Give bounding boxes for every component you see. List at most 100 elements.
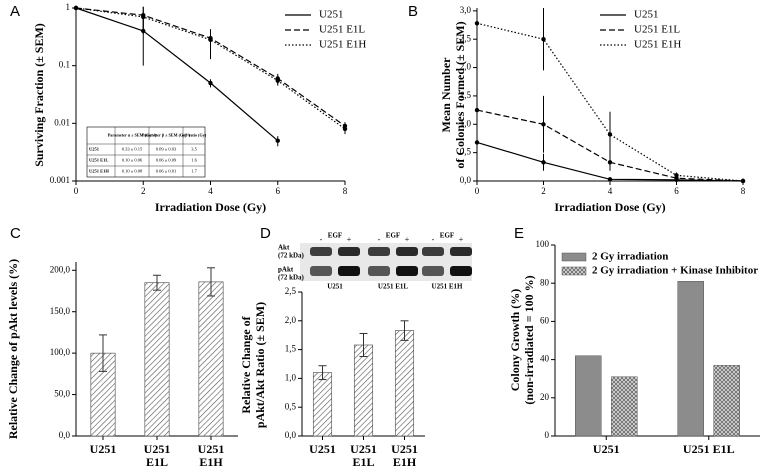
panel-label: E	[514, 225, 524, 242]
band	[338, 247, 360, 256]
band	[396, 266, 418, 276]
y-axis-label: Relative Change of	[239, 315, 253, 413]
data-point	[740, 178, 746, 184]
y-tick-label: 0.001	[50, 175, 70, 185]
panel-label: C	[10, 225, 21, 242]
y-tick-label: 100,0	[50, 347, 71, 357]
bar	[312, 372, 333, 437]
data-point	[607, 160, 613, 165]
y-tick-label: 1,5	[460, 90, 472, 100]
table-cell: U251 E1H	[89, 169, 109, 174]
bar	[611, 376, 638, 437]
band	[396, 247, 418, 256]
y-tick-label: 80	[540, 277, 550, 287]
x-tick-label: 6	[276, 186, 281, 196]
series-line	[75, 7, 346, 130]
table-header: α/β ratio (Gy)	[182, 132, 207, 137]
band	[450, 266, 472, 276]
sign-label: +	[459, 235, 464, 244]
x-tick-label: 2	[541, 186, 546, 196]
y-tick-label: 1,0	[460, 118, 472, 128]
band	[338, 266, 360, 276]
y-axis-label: Relative Change of pAkt levels (%)	[6, 259, 20, 439]
blot-row-label: pAkt	[278, 266, 294, 274]
x-tick-label: 6	[674, 186, 679, 196]
blot-row-label: Akt	[278, 244, 290, 252]
table-cell: 0.10 ± 0.08	[122, 169, 143, 174]
y-tick-label: 2,5	[460, 33, 472, 43]
y-tick-label: 0,0	[285, 430, 297, 440]
table-cell: 0.33 ± 0.15	[122, 147, 143, 152]
x-tick-label: 4	[208, 186, 213, 196]
table-cell: 0.10 ± 0.06	[122, 158, 143, 163]
y-tick-label: 150,0	[50, 306, 71, 316]
y-tick-label: 200,0	[50, 264, 71, 274]
y-axis-label: (non-irradiated = 100 %)	[522, 275, 536, 404]
x-tick-label: 0	[475, 186, 480, 196]
bar	[144, 282, 170, 437]
y-axis-label: Colony Growth (%)	[508, 289, 522, 391]
y-tick-label: 0,5	[285, 401, 297, 411]
table-cell: U251 E1L	[89, 158, 108, 163]
blot-row-label: (72 kDa)	[278, 252, 305, 260]
lane-label: U251	[327, 283, 343, 291]
band	[422, 266, 444, 276]
x-tick-label: U251	[593, 442, 620, 456]
table-header: Parameter β ± SEM (Gy⁻²)	[142, 132, 191, 137]
bar	[394, 330, 415, 437]
panel-label: B	[408, 3, 418, 20]
y-tick-label: 1,5	[285, 344, 297, 354]
legend-label: U251	[319, 9, 343, 21]
data-point	[541, 36, 546, 42]
x-tick-label: U251	[309, 442, 336, 456]
band	[368, 247, 390, 256]
y-tick-label: 2,5	[285, 286, 297, 296]
data-point	[275, 138, 280, 143]
y-tick-label: 0.1	[59, 60, 70, 70]
legend-label: U251 E1L	[634, 24, 680, 36]
panel-label: A	[10, 3, 20, 20]
y-axis-label: Surviving Fraction (± SEM)	[32, 23, 46, 167]
table-cell: 0.06 ± 0.01	[156, 169, 176, 174]
y-axis-label: Mean Number	[439, 57, 453, 133]
legend-swatch	[561, 266, 587, 276]
x-tick-label: 2	[141, 186, 146, 196]
sign-label: +	[347, 235, 352, 244]
x-tick-label: E1H	[393, 455, 417, 466]
y-tick-label: 0,0	[460, 175, 472, 185]
bar	[677, 281, 704, 437]
sign-label: -	[320, 235, 323, 244]
band	[310, 247, 332, 256]
sign-label: +	[405, 235, 410, 244]
data-point	[541, 122, 546, 127]
y-tick-label: 40	[540, 354, 550, 364]
data-point	[474, 21, 480, 26]
y-tick-label: 2,0	[285, 315, 297, 325]
legend-label: U251 E1H	[319, 39, 366, 51]
treatment-label: EGF	[328, 232, 342, 240]
lane-label: U251 E1H	[432, 283, 463, 291]
table-header: Parameter α ± SEM (Gy⁻¹)	[108, 132, 157, 137]
data-point	[674, 173, 679, 178]
x-axis-label: Irradiation Dose (Gy)	[155, 200, 266, 214]
x-tick-label: U251	[198, 442, 225, 456]
x-tick-label: U251	[350, 442, 377, 456]
data-point	[474, 107, 480, 113]
table-cell: 1.7	[191, 169, 197, 174]
table-cell: U251	[89, 147, 100, 152]
x-axis-label: Irradiation Dose (Gy)	[554, 200, 665, 214]
x-tick-label: U251 E1L	[683, 442, 735, 456]
data-point	[275, 78, 280, 83]
table-cell: 1.6	[191, 158, 197, 163]
x-tick-label: 0	[74, 186, 79, 196]
band	[450, 247, 472, 256]
y-tick-label: 1	[66, 2, 71, 12]
x-tick-label: 8	[343, 186, 348, 196]
treatment-label: EGF	[386, 232, 400, 240]
y-tick-label: 2,0	[460, 62, 472, 72]
y-tick-label: 1,0	[285, 372, 297, 382]
bar	[198, 281, 224, 437]
band	[422, 247, 444, 256]
legend-label: 2 Gy irradiation + Kinase Inhibitor	[592, 265, 758, 277]
data-point	[141, 14, 146, 20]
